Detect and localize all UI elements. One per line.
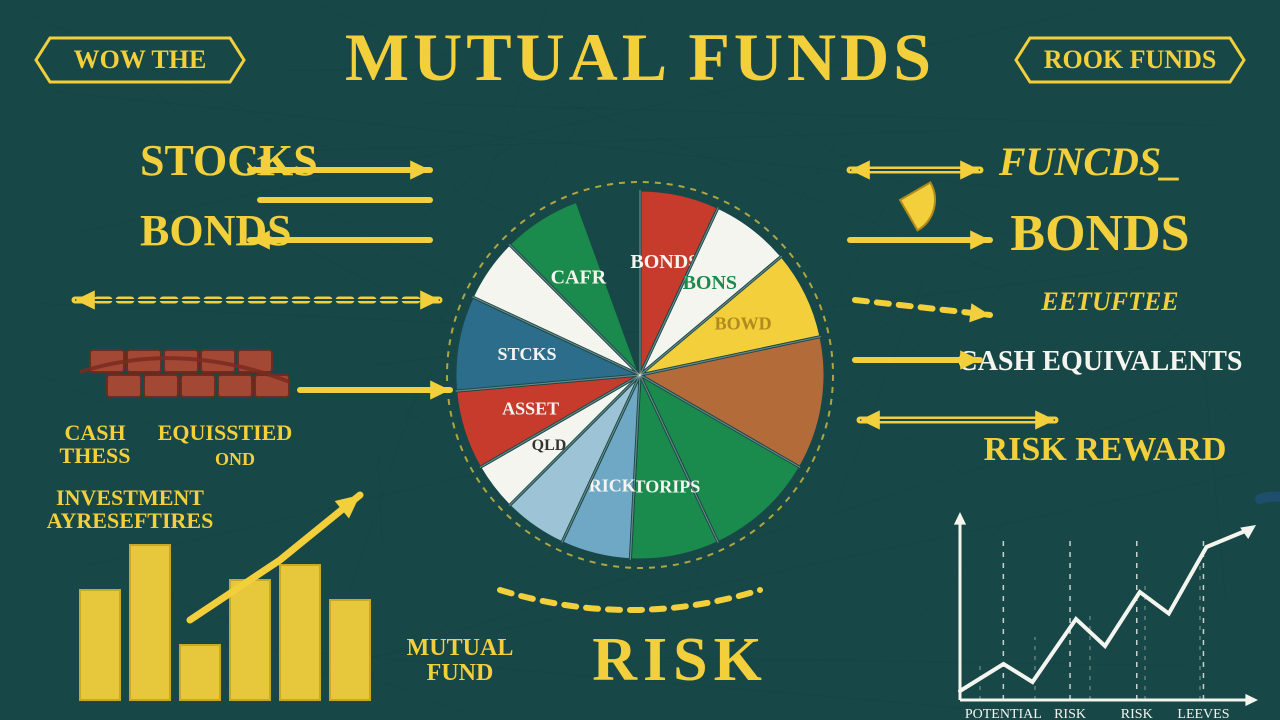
bar-1 (130, 545, 170, 700)
label-mutual-fund-line0: MUTUAL (407, 635, 514, 661)
linechart-xtick-2: RISK (1121, 707, 1153, 720)
banner-left-label: WOW THE (74, 45, 207, 74)
pie-slice-label-12: CAFR (551, 266, 607, 288)
pie-slice-label-6: RICK (589, 475, 636, 495)
bar-2 (180, 645, 220, 700)
main-title: MUTUAL FUNDS (345, 19, 935, 95)
bar-3 (230, 580, 270, 700)
label-mutual-fund-line1: FUND (427, 660, 494, 686)
label-equisstied: EQUISSTIED (158, 420, 293, 445)
label-cash-thess-line0: CASH (64, 420, 125, 445)
bar-0 (80, 590, 120, 700)
pie-slice-label-2: BOWD (715, 314, 772, 334)
pie-slice-label-10: STCKS (498, 344, 557, 364)
label-stocks-left: STOCKS (140, 136, 318, 185)
label-eetuftee: EETUFTEE (1040, 287, 1178, 316)
label-risk-reward-line0: RISK REWARD (984, 431, 1227, 468)
label-investment-line1: AYRESEFTIRES (47, 508, 214, 533)
pie-slice-label-1: BONS (683, 272, 737, 294)
linechart-xtick-0: POTENTIAL (965, 707, 1042, 720)
pie-slice-label-8: QLD (532, 437, 567, 454)
label-equisstied-line0: EQUISSTIED (158, 420, 293, 445)
label-stocks-left-line0: STOCKS (140, 136, 318, 185)
label-investment-line0: INVESTMENT (56, 485, 204, 510)
label-cash-thess: CASHTHESS (60, 420, 131, 468)
label-cash-equivalents-line0: CASH EQUIVALENTS (957, 346, 1242, 377)
bar-4 (280, 565, 320, 700)
pie-slice-label-9: ASSET (502, 398, 559, 418)
label-funcds: FUNCDS_ (998, 139, 1181, 184)
label-eetuftee-line0: EETUFTEE (1040, 287, 1178, 316)
label-investment: INVESTMENTAYRESEFTIRES (47, 485, 214, 533)
label-cash-equivalents: CASH EQUIVALENTS (957, 346, 1242, 377)
label-cash-thess-line1: THESS (60, 443, 131, 468)
label-funcds-line0: FUNCDS_ (998, 139, 1181, 184)
label-ond-line0: OND (215, 449, 255, 469)
linechart-xtick-1: RISK (1054, 707, 1086, 720)
linechart-xtick-3: LEEVES (1177, 707, 1229, 720)
bar-5 (330, 600, 370, 700)
label-risk: RISK (592, 626, 768, 694)
label-bonds-right: BONDS (1010, 205, 1189, 262)
label-risk-reward: RISK REWARD (984, 431, 1227, 468)
banner-right-label: ROOK FUNDS (1044, 45, 1217, 74)
stocks-flourish: ›1 (245, 149, 270, 182)
label-ond: OND (215, 449, 255, 469)
label-bonds-right-line0: BONDS (1010, 205, 1189, 262)
